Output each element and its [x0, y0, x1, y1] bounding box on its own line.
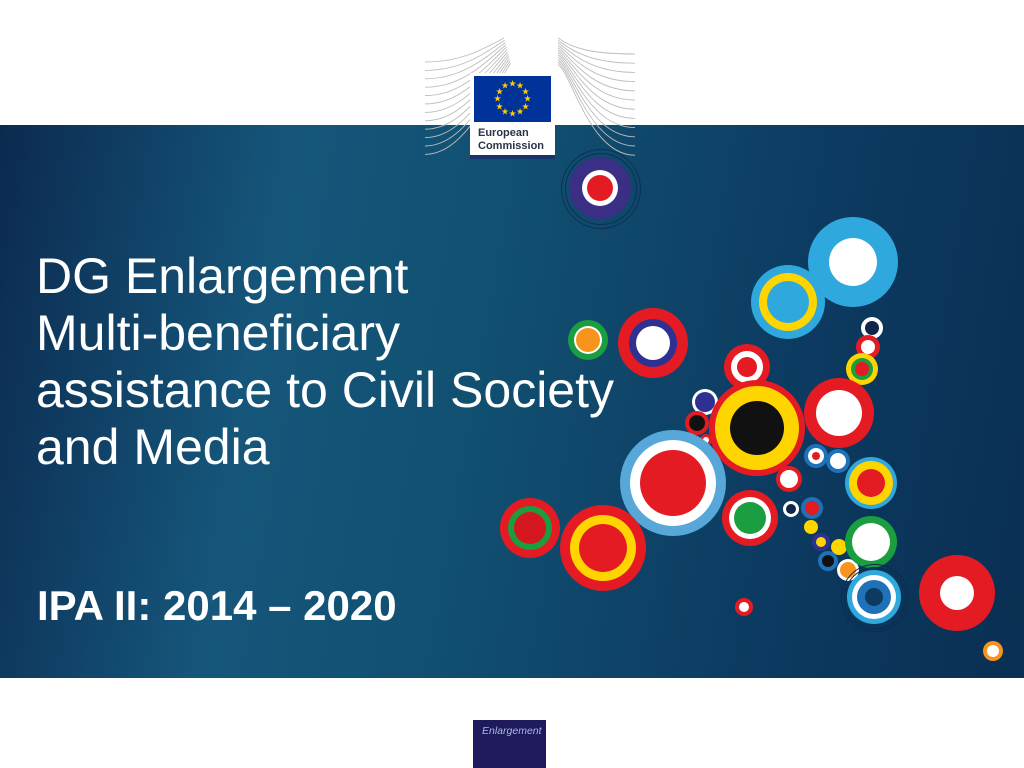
eu-star-icon: ★	[500, 106, 510, 117]
eu-flag-icon: ★ ★ ★ ★ ★ ★ ★ ★ ★ ★ ★ ★	[474, 76, 551, 122]
title-line-2: Multi-beneficiary	[36, 305, 401, 361]
ec-logo-line1: European	[478, 127, 529, 139]
eu-star-icon: ★	[521, 100, 530, 111]
title-line-1: DG Enlargement	[36, 248, 409, 304]
ec-logo-line2: Commission	[478, 139, 545, 152]
eu-star-icon: ★	[515, 80, 525, 91]
title-line-4: and Media	[36, 419, 270, 475]
eu-star-icon: ★	[523, 93, 532, 104]
slide-title: DG Enlargement Multi-beneficiary assista…	[36, 248, 614, 476]
eu-star-icon: ★	[515, 106, 525, 117]
eu-star-icon: ★	[508, 78, 517, 89]
ec-logo-text: European Commission	[478, 127, 544, 152]
enlargement-logo-label: Enlargement	[482, 725, 542, 737]
european-commission-logo: ★ ★ ★ ★ ★ ★ ★ ★ ★ ★ ★ ★ European Commission	[470, 73, 555, 159]
enlargement-logo: Enlargement	[473, 720, 546, 768]
ec-logo-strip	[470, 155, 555, 159]
eu-star-icon: ★	[495, 100, 504, 111]
eu-star-icon: ★	[508, 108, 517, 119]
eu-star-icon: ★	[493, 93, 502, 104]
eu-star-icon: ★	[521, 85, 530, 96]
title-line-3: assistance to Civil Society	[36, 362, 615, 418]
eu-star-icon: ★	[495, 85, 504, 96]
slide-subtitle: IPA II: 2014 – 2020	[37, 582, 397, 629]
eu-star-icon: ★	[500, 80, 510, 91]
